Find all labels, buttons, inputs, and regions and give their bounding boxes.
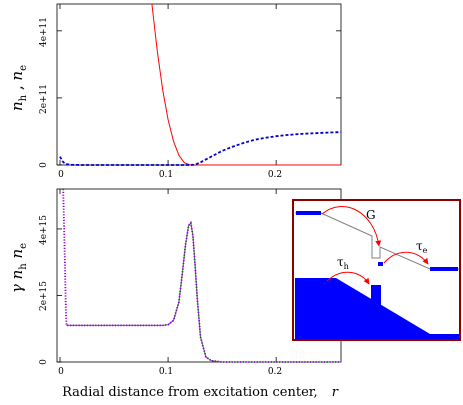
top-xtick-label-1: 0.1 (159, 170, 173, 180)
bottom-ylabel: γ nh ne (8, 243, 29, 293)
top-xtick-label-0: 0 (58, 170, 64, 180)
bottom-curves (62, 188, 341, 363)
top-xtick-label-2: 0.2 (268, 170, 282, 180)
inset-tau-e-sub: e (423, 246, 428, 255)
bottom-ylabel-ne: n (8, 249, 26, 259)
top-ylabel-nh-sub: h (18, 94, 29, 101)
x-axis-label-var: r (332, 385, 339, 400)
inset-tau-e-symbol: τ (416, 239, 423, 253)
inset-arrow-tau-e (383, 251, 429, 265)
top-series-n-e (59, 131, 342, 166)
inset-tau-h-symbol: τ (337, 255, 344, 269)
bottom-ytick-label-2: 4e+15 (39, 215, 49, 245)
inset-electron-well (378, 262, 383, 266)
bottom-series-gamma-nh-ne-dotted (62, 188, 341, 363)
top-ytick-label-1: 2e+11 (39, 84, 49, 114)
bottom-xtick-label-2: 0.2 (268, 367, 282, 377)
x-axis-label-text: Radial distance from excitation center, (62, 385, 318, 400)
inset-label-tau-e: τe (416, 239, 428, 255)
top-ylabel: nh , ne (8, 65, 29, 111)
inset-diagram: G τe τh (292, 199, 461, 341)
bottom-ytick-label-1: 2e+15 (39, 281, 49, 311)
inset-conduction-right (430, 267, 458, 271)
top-series-n-h (151, 3, 341, 166)
bottom-ytick-label-0: 0 (39, 359, 49, 365)
x-axis-label: Radial distance from excitation center, r (62, 385, 339, 400)
bottom-xtick-label-0: 0 (58, 367, 64, 377)
bottom-ylabel-gnh: γ n (8, 270, 26, 293)
top-ylabel-nh: n (8, 101, 26, 111)
bottom-ylabel-ne-sub: e (18, 243, 29, 249)
top-ytick-label-2: 4e+11 (39, 17, 49, 47)
top-ylabel-sep: , (8, 81, 26, 95)
inset-conduction-left (296, 211, 321, 215)
inset-label-g: G (366, 208, 376, 222)
top-ytick-label-0: 0 (39, 162, 49, 168)
inset-arrow-g (321, 206, 382, 247)
top-ylabel-ne: n (8, 71, 26, 81)
top-curves (59, 3, 342, 166)
bottom-panel: 0 2e+15 4e+15 0 0.1 0.2 γ nh ne Radial d… (8, 188, 342, 400)
inset-hole-well (371, 285, 381, 313)
inset-label-tau-h: τh (337, 255, 349, 271)
inset-tau-h-sub: h (344, 262, 349, 271)
top-plot-frame (56, 3, 342, 166)
top-tick-marks (57, 4, 341, 166)
top-panel: 0 2e+11 4e+11 0 0.1 0.2 nh , ne (8, 3, 342, 180)
top-ylabel-ne-sub: e (18, 65, 29, 71)
bottom-ylabel-gnh-sub: h (18, 263, 29, 270)
inset-arrow-tau-h (326, 271, 370, 285)
inset-conduction-line (295, 212, 459, 270)
bottom-xtick-label-1: 0.1 (159, 367, 173, 377)
inset-frame (292, 199, 461, 341)
